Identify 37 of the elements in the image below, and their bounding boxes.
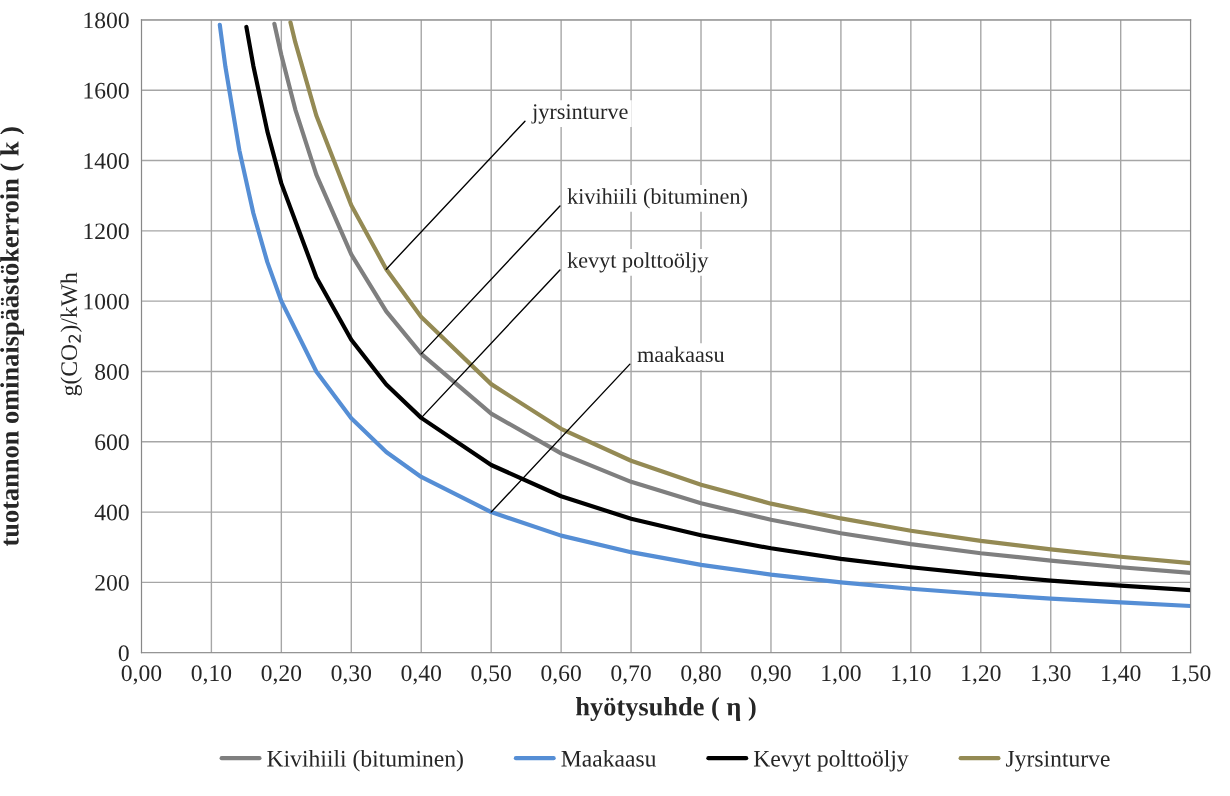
x-tick-label: 1,00 — [822, 665, 861, 685]
x-tick-label: 0,20 — [261, 665, 302, 685]
y-axis-title: tuotannon ominaispäästökerroin ( k ) — [0, 127, 25, 547]
legend-label: Kevyt polttoöljy — [753, 750, 909, 772]
x-axis-title: hyötysuhde ( η ) — [576, 697, 756, 722]
text: g(CO$_{2}$)/kWh — [60, 272, 82, 396]
legend-label: Kivihiili (bituminen) — [267, 750, 463, 772]
x-tick-label: 0,40 — [401, 665, 441, 685]
y-tick-label: 400 — [94, 504, 129, 521]
x-tick-label: 1,10 — [892, 665, 931, 685]
x-tick-label: 1,40 — [1102, 665, 1141, 685]
x-tick-label: 0,00 — [121, 665, 162, 685]
legend-label: Maakaasu — [561, 750, 657, 767]
y-tick-label: 1400 — [84, 153, 129, 169]
y-tick-label: 1800 — [84, 12, 129, 29]
annotation: kivihiili (bituminen) — [567, 188, 747, 209]
x-tick-label: 0,10 — [191, 665, 232, 685]
x-tick-label: 0,50 — [471, 665, 511, 685]
annotation: kevyt polttoöljy — [567, 252, 709, 273]
x-tick-label: 1,20 — [962, 665, 1001, 685]
annotation: maakaasu — [637, 346, 725, 363]
y-tick-label: 200 — [95, 574, 129, 591]
y-tick-label: 1600 — [84, 82, 129, 99]
x-tick-label: 1,30 — [1032, 665, 1071, 685]
x-tick-label: 1,50 — [1172, 665, 1211, 685]
x-tick-label: 0,60 — [541, 665, 581, 685]
y-tick-label: 0 — [118, 645, 129, 662]
y-tick-label: 800 — [95, 363, 129, 380]
annotation: jyrsinturve — [531, 104, 628, 124]
y-tick-label: 1000 — [84, 293, 129, 310]
x-tick-label: 0,70 — [611, 665, 651, 685]
legend-label: Jyrsinturve — [1005, 750, 1110, 772]
y-tick-label: 1200 — [84, 223, 129, 240]
x-tick-label: 0,30 — [331, 665, 372, 685]
x-tick-label: 0,80 — [681, 665, 721, 685]
x-tick-label: 0,90 — [751, 665, 791, 685]
y-tick-label: 600 — [95, 434, 129, 451]
